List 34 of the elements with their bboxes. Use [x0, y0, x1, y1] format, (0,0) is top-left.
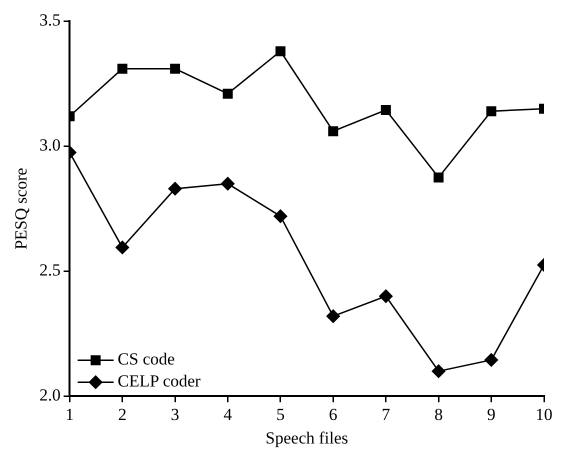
point — [116, 240, 130, 254]
x-tick-label: 10 — [536, 404, 552, 424]
point — [484, 353, 498, 367]
point — [170, 64, 180, 74]
legend-label: CS code — [118, 350, 175, 369]
x-tick-label: 9 — [487, 404, 496, 424]
x-tick-label: 7 — [382, 404, 391, 424]
point — [486, 106, 496, 116]
point — [222, 88, 233, 99]
point — [274, 209, 288, 223]
y-tick-label: 3.5 — [39, 10, 61, 30]
x-tick-label: 8 — [434, 404, 443, 424]
point — [434, 172, 444, 182]
y-tick-label: 2.5 — [39, 260, 61, 280]
x-tick-label: 5 — [276, 404, 285, 424]
point — [432, 364, 446, 378]
point — [117, 64, 128, 74]
x-tick-label: 6 — [328, 404, 338, 424]
point — [221, 176, 235, 190]
x-tick-label: 2 — [118, 404, 127, 424]
point — [326, 309, 340, 323]
point — [379, 289, 393, 303]
x-tick-label: 3 — [170, 404, 180, 424]
y-axis-title: PESQ score — [12, 168, 31, 250]
point — [275, 46, 286, 56]
x-tick-label: 1 — [65, 404, 74, 424]
x-tick-label: 4 — [224, 404, 233, 424]
x-axis-title: Speech files — [266, 428, 348, 448]
y-tick-label: 2.0 — [39, 386, 61, 405]
y-tick-label: 3.0 — [39, 136, 61, 155]
point — [328, 126, 338, 136]
point — [380, 104, 391, 115]
legend-label: CELP coder — [118, 372, 201, 391]
point — [168, 182, 182, 196]
